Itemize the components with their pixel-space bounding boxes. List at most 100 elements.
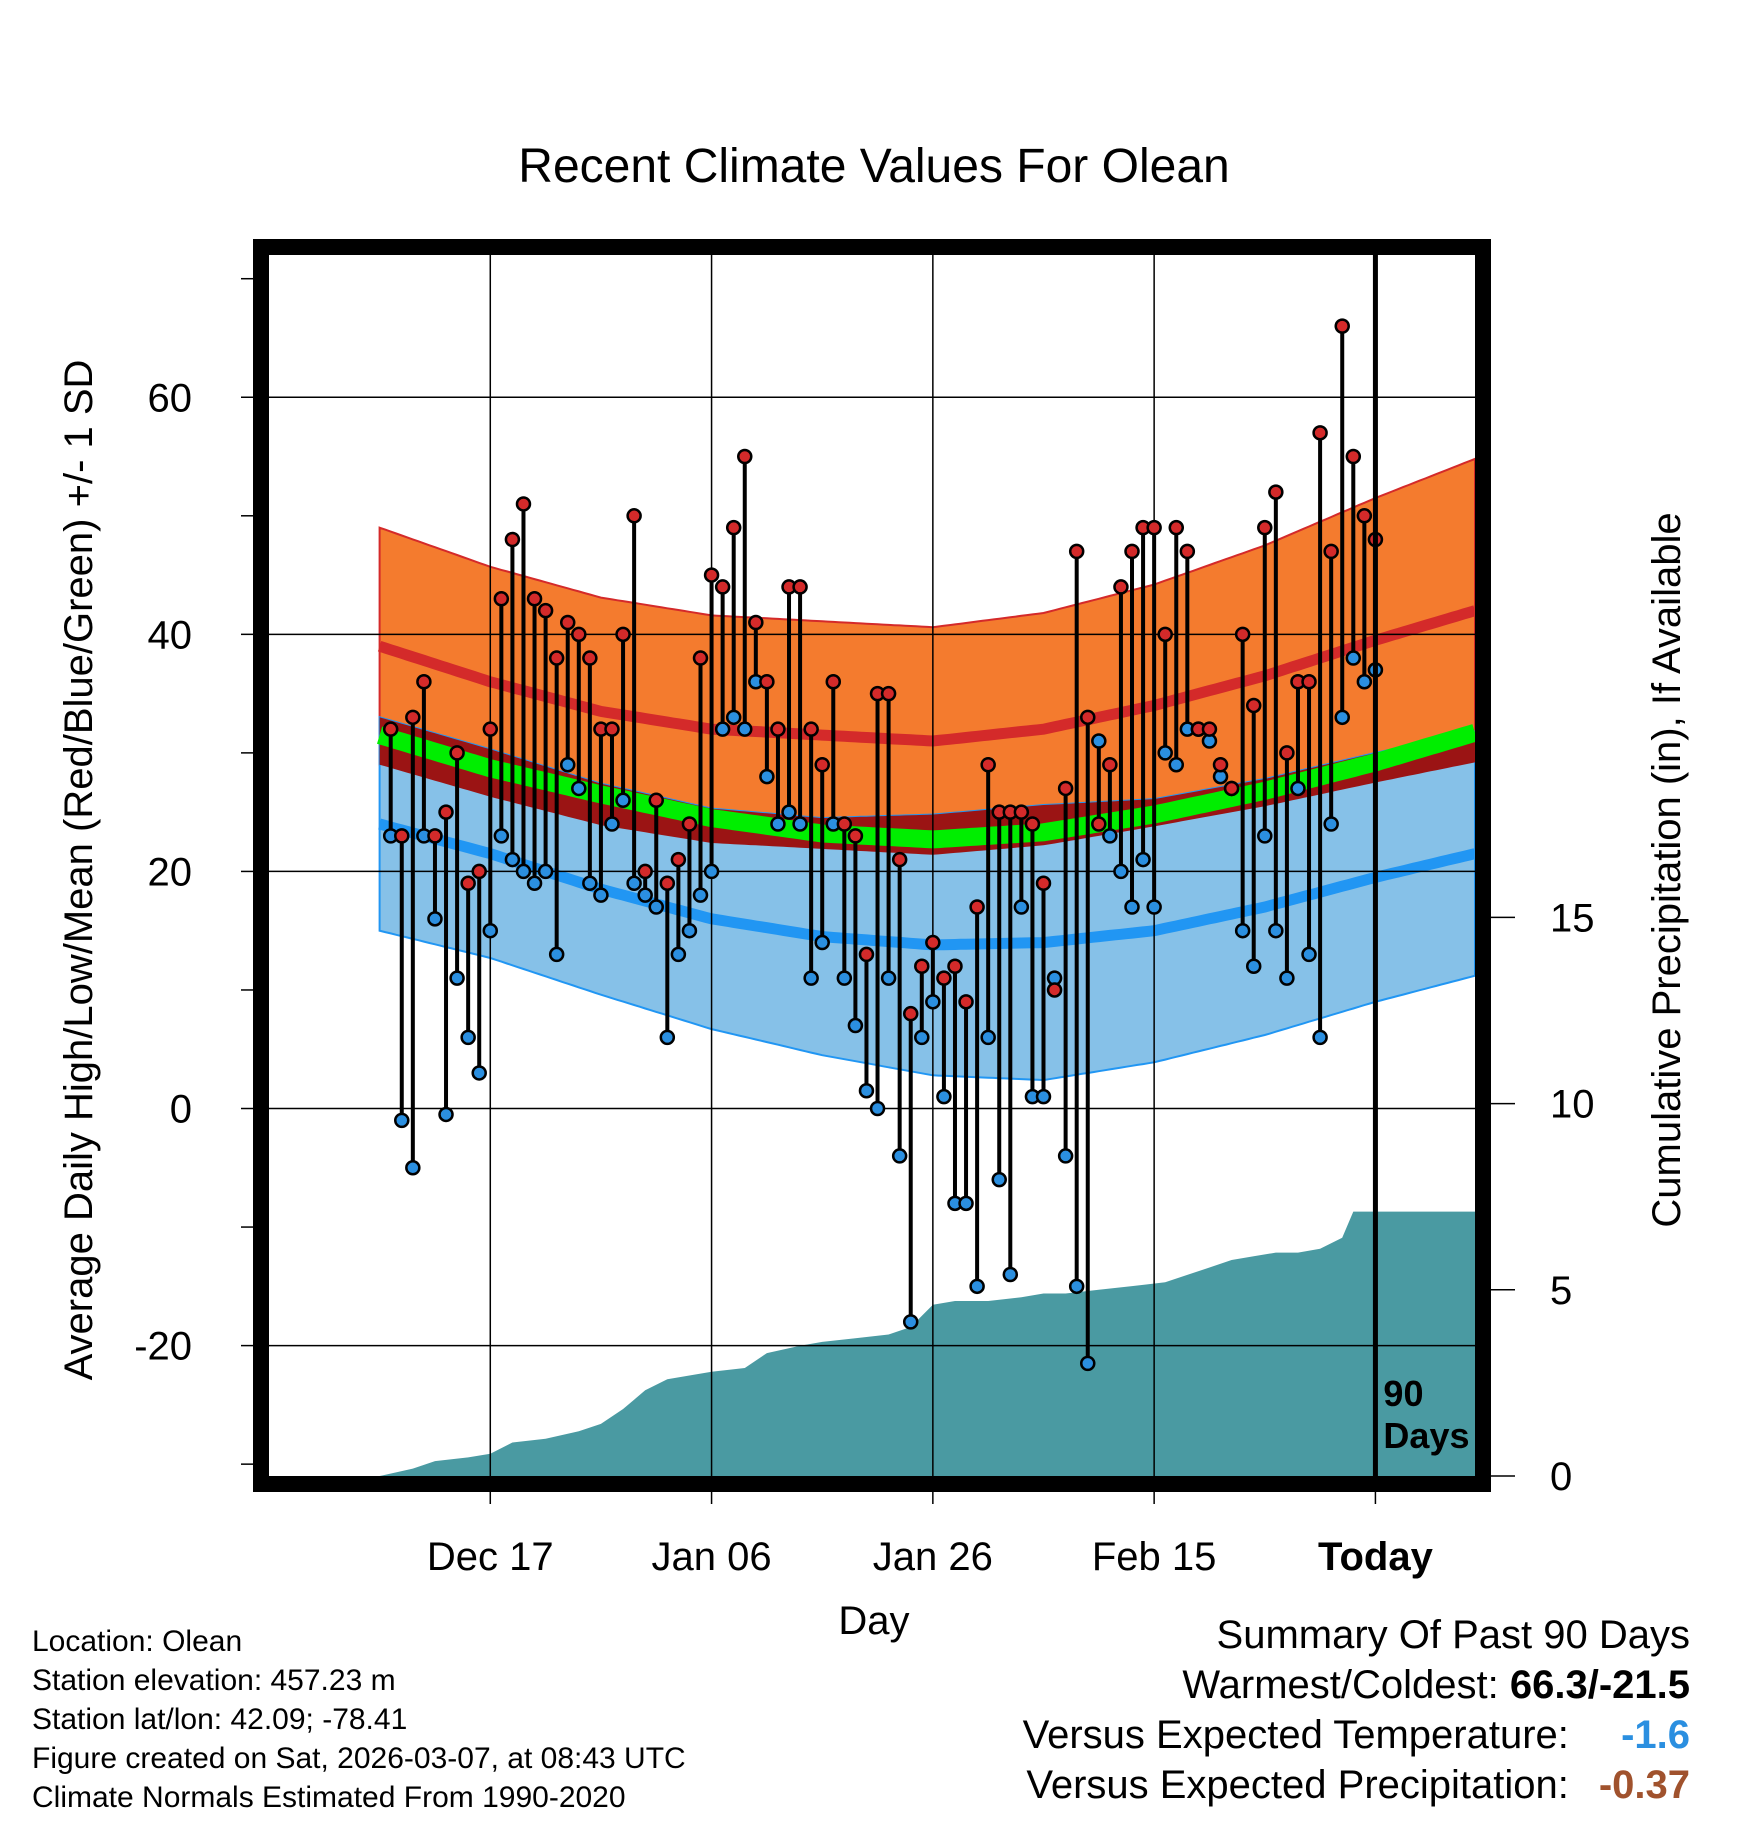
daily-high-point: [405, 709, 421, 726]
daily-low-point: [471, 1065, 487, 1081]
daily-high-point: [1323, 543, 1339, 560]
warm-cold-label: Warmest/Coldest:: [1182, 1663, 1499, 1707]
y-axis-left-label: Average Daily High/Low/Mean (Red/Blue/Gr…: [57, 360, 101, 1381]
daily-low-point: [1002, 1266, 1019, 1283]
daily-high-point: [825, 674, 842, 690]
daily-high-point: [1201, 721, 1218, 737]
daily-high-point: [803, 721, 819, 737]
daily-low-point: [1057, 1148, 1074, 1164]
daily-low-point: [548, 946, 565, 963]
today-label-days-count: 90: [1383, 1373, 1423, 1414]
daily-low-point: [1013, 899, 1030, 915]
daily-low-point: [626, 875, 642, 892]
x-tick-label: Jan 06: [652, 1535, 772, 1579]
daily-high-point: [947, 958, 963, 975]
x-tick-label: Feb 15: [1092, 1535, 1217, 1579]
daily-high-point: [969, 899, 985, 915]
sd-overlap-band: [379, 717, 1476, 855]
daily-high-point: [1068, 543, 1085, 560]
daily-low-point: [1091, 733, 1107, 749]
daily-high-point: [1356, 508, 1373, 524]
x-tick-label: Jan 26: [873, 1535, 993, 1579]
daily-high-point: [847, 828, 864, 844]
precip-label: Versus Expected Precipitation:: [1026, 1763, 1569, 1807]
daily-low-point: [449, 970, 465, 986]
daily-low-point: [526, 875, 543, 892]
daily-low-point: [515, 863, 532, 880]
daily-high-point: [759, 674, 775, 690]
daily-low-point: [460, 1029, 476, 1046]
daily-low-point: [925, 994, 941, 1010]
daily-low-point: [869, 1100, 886, 1117]
daily-high-point: [438, 804, 454, 820]
daily-low-point: [880, 970, 897, 986]
daily-low-point: [936, 1088, 952, 1105]
daily-low-point: [537, 863, 554, 880]
daily-low-point: [1168, 756, 1185, 773]
daily-high-point: [394, 828, 410, 844]
daily-low-point: [1279, 970, 1295, 986]
daily-low-point: [1257, 828, 1273, 844]
daily-high-point: [792, 579, 808, 595]
daily-low-point: [980, 1029, 996, 1046]
daily-high-point: [449, 745, 465, 761]
daily-high-point: [1046, 982, 1063, 998]
daily-low-point: [482, 922, 499, 939]
summary-heading: Summary Of Past 90 Days: [1216, 1613, 1690, 1657]
daily-high-point: [493, 591, 510, 607]
daily-low-point: [493, 828, 510, 844]
daily-low-point: [847, 1017, 864, 1034]
daily-low-point: [637, 887, 653, 903]
daily-low-point: [714, 721, 731, 737]
daily-high-point: [1091, 816, 1107, 832]
daily-high-point: [471, 863, 487, 880]
y-right-tick-label: 10: [1550, 1083, 1595, 1127]
daily-low-point: [1124, 899, 1140, 915]
daily-low-point: [902, 1314, 919, 1330]
precip-value: -0.37: [1598, 1763, 1690, 1807]
daily-low-point: [891, 1148, 908, 1164]
daily-high-point: [1157, 626, 1173, 643]
x-tick-label: Today: [1318, 1535, 1434, 1579]
daily-high-point: [670, 851, 687, 868]
daily-low-point: [1157, 745, 1173, 761]
daily-high-point: [1245, 697, 1262, 714]
daily-high-point: [1334, 318, 1350, 334]
daily-high-point: [416, 674, 432, 690]
daily-high-point: [382, 721, 399, 737]
daily-high-point: [692, 650, 709, 666]
daily-low-point: [1268, 922, 1284, 939]
daily-low-point: [737, 721, 753, 737]
daily-high-point: [582, 650, 598, 666]
daily-low-point: [969, 1278, 985, 1295]
daily-high-point: [559, 614, 576, 631]
daily-high-point: [980, 756, 996, 773]
daily-low-point: [958, 1195, 974, 1212]
station-info: Location: Olean Station elevation: 457.2…: [32, 1622, 686, 1817]
daily-low-point: [914, 1029, 930, 1046]
daily-low-point: [670, 946, 687, 963]
x-tick-label: Dec 17: [427, 1535, 554, 1579]
daily-low-point: [1080, 1355, 1096, 1372]
daily-low-point: [1113, 863, 1129, 880]
daily-low-point: [814, 934, 830, 951]
daily-high-point: [1057, 780, 1074, 797]
daily-high-point: [460, 875, 476, 892]
temp-label: Versus Expected Temperature:: [1022, 1713, 1569, 1757]
y-left-tick-label: 0: [170, 1088, 192, 1132]
daily-high-point: [925, 934, 941, 951]
y-right-tick-label: 15: [1550, 896, 1595, 940]
summary-panel: Summary Of Past 90 Days Warmest/Coldest:…: [1023, 1610, 1690, 1810]
daily-low-point: [1301, 946, 1317, 963]
daily-high-point: [1146, 519, 1162, 536]
x-axis-label: Day: [838, 1599, 909, 1643]
daily-low-point: [991, 1171, 1007, 1188]
daily-low-point: [1035, 1088, 1052, 1105]
daily-high-point: [1268, 484, 1284, 500]
chart-title: Recent Climate Values For Olean: [518, 140, 1229, 193]
daily-low-point: [438, 1106, 454, 1123]
daily-low-point: [615, 792, 631, 809]
x-axis: Dec 17 Jan 06 Jan 26 Feb 15 Today: [427, 1492, 1434, 1579]
